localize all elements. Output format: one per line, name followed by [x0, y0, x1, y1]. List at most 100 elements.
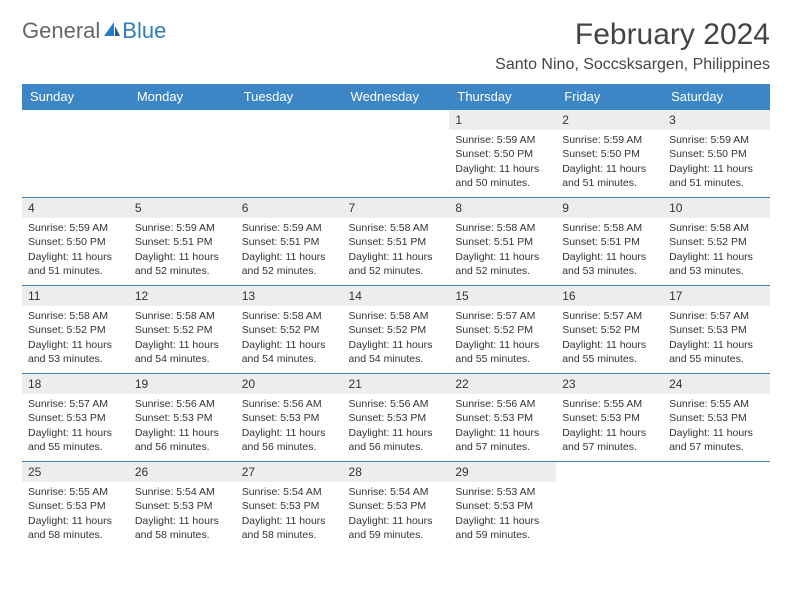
daylight-text: Daylight: 11 hours and 58 minutes. [28, 514, 123, 542]
daylight-text: Daylight: 11 hours and 56 minutes. [349, 426, 444, 454]
day-number [129, 110, 236, 114]
calendar-day-cell [343, 110, 450, 198]
calendar-week-row: 11Sunrise: 5:58 AMSunset: 5:52 PMDayligh… [22, 286, 770, 374]
sunset-text: Sunset: 5:53 PM [135, 499, 230, 513]
calendar-day-cell: 5Sunrise: 5:59 AMSunset: 5:51 PMDaylight… [129, 198, 236, 286]
sunrise-text: Sunrise: 5:58 AM [669, 221, 764, 235]
sunset-text: Sunset: 5:52 PM [669, 235, 764, 249]
location-subtitle: Santo Nino, Soccsksargen, Philippines [495, 56, 770, 74]
page-header: General Blue February 2024 Santo Nino, S… [22, 18, 770, 74]
day-header: Friday [556, 84, 663, 110]
sunrise-text: Sunrise: 5:57 AM [669, 309, 764, 323]
sunset-text: Sunset: 5:53 PM [455, 411, 550, 425]
sunset-text: Sunset: 5:52 PM [28, 323, 123, 337]
sunrise-text: Sunrise: 5:58 AM [349, 309, 444, 323]
daylight-text: Daylight: 11 hours and 55 minutes. [562, 338, 657, 366]
title-block: February 2024 Santo Nino, Soccsksargen, … [495, 18, 770, 74]
calendar-day-cell: 10Sunrise: 5:58 AMSunset: 5:52 PMDayligh… [663, 198, 770, 286]
sunrise-text: Sunrise: 5:57 AM [562, 309, 657, 323]
calendar-day-cell: 25Sunrise: 5:55 AMSunset: 5:53 PMDayligh… [22, 462, 129, 550]
day-header: Wednesday [343, 84, 450, 110]
calendar-day-cell: 13Sunrise: 5:58 AMSunset: 5:52 PMDayligh… [236, 286, 343, 374]
day-number: 12 [129, 286, 236, 306]
daylight-text: Daylight: 11 hours and 52 minutes. [135, 250, 230, 278]
day-number [236, 110, 343, 114]
day-details: Sunrise: 5:56 AMSunset: 5:53 PMDaylight:… [129, 394, 236, 460]
calendar-body: 1Sunrise: 5:59 AMSunset: 5:50 PMDaylight… [22, 110, 770, 550]
day-details: Sunrise: 5:56 AMSunset: 5:53 PMDaylight:… [343, 394, 450, 460]
sunset-text: Sunset: 5:51 PM [455, 235, 550, 249]
calendar-day-cell: 15Sunrise: 5:57 AMSunset: 5:52 PMDayligh… [449, 286, 556, 374]
daylight-text: Daylight: 11 hours and 50 minutes. [455, 162, 550, 190]
day-header: Saturday [663, 84, 770, 110]
day-number: 23 [556, 374, 663, 394]
day-number: 14 [343, 286, 450, 306]
calendar-day-cell: 6Sunrise: 5:59 AMSunset: 5:51 PMDaylight… [236, 198, 343, 286]
daylight-text: Daylight: 11 hours and 54 minutes. [242, 338, 337, 366]
sunrise-text: Sunrise: 5:58 AM [455, 221, 550, 235]
calendar-day-cell: 14 Sunrise: 5:58 AMSunset: 5:52 PMDayligh… [343, 286, 450, 374]
daylight-text: Daylight: 11 hours and 56 minutes. [242, 426, 337, 454]
sunrise-text: Sunrise: 5:54 AM [242, 485, 337, 499]
day-details: Sunrise: 5:54 AMSunset: 5:53 PMDaylight:… [343, 482, 450, 548]
day-details: Sunrise: 5:59 AMSunset: 5:51 PMDaylight:… [236, 218, 343, 284]
daylight-text: Daylight: 11 hours and 56 minutes. [135, 426, 230, 454]
daylight-text: Daylight: 11 hours and 54 minutes. [349, 338, 444, 366]
sunrise-text: Sunrise: 5:58 AM [242, 309, 337, 323]
sunrise-text: Sunrise: 5:54 AM [349, 485, 444, 499]
sunset-text: Sunset: 5:51 PM [562, 235, 657, 249]
calendar-day-cell [22, 110, 129, 198]
daylight-text: Daylight: 11 hours and 52 minutes. [349, 250, 444, 278]
calendar-day-cell: 1Sunrise: 5:59 AMSunset: 5:50 PMDaylight… [449, 110, 556, 198]
daylight-text: Daylight: 11 hours and 59 minutes. [455, 514, 550, 542]
sunset-text: Sunset: 5:50 PM [455, 147, 550, 161]
calendar-day-cell: 2Sunrise: 5:59 AMSunset: 5:50 PMDaylight… [556, 110, 663, 198]
sunset-text: Sunset: 5:53 PM [349, 411, 444, 425]
calendar-week-row: 1Sunrise: 5:59 AMSunset: 5:50 PMDaylight… [22, 110, 770, 198]
day-details: Sunrise: 5:58 AMSunset: 5:52 PMDaylight:… [663, 218, 770, 284]
daylight-text: Daylight: 11 hours and 58 minutes. [135, 514, 230, 542]
day-details: Sunrise: 5:59 AMSunset: 5:50 PMDaylight:… [556, 130, 663, 196]
sunset-text: Sunset: 5:51 PM [242, 235, 337, 249]
sunset-text: Sunset: 5:52 PM [562, 323, 657, 337]
calendar-day-cell: 19Sunrise: 5:56 AMSunset: 5:53 PMDayligh… [129, 374, 236, 462]
sunrise-text: Sunrise: 5:54 AM [135, 485, 230, 499]
day-number [663, 462, 770, 466]
daylight-text: Daylight: 11 hours and 54 minutes. [135, 338, 230, 366]
day-details: Sunrise: 5:59 AMSunset: 5:50 PMDaylight:… [22, 218, 129, 284]
logo-text-2: Blue [122, 18, 166, 44]
calendar-day-cell: 27Sunrise: 5:54 AMSunset: 5:53 PMDayligh… [236, 462, 343, 550]
day-details: Sunrise: 5:53 AMSunset: 5:53 PMDaylight:… [449, 482, 556, 548]
day-header: Sunday [22, 84, 129, 110]
day-number: 7 [343, 198, 450, 218]
sunrise-text: Sunrise: 5:59 AM [669, 133, 764, 147]
day-number [556, 462, 663, 466]
sunset-text: Sunset: 5:52 PM [455, 323, 550, 337]
day-number: 11 [22, 286, 129, 306]
day-number: 24 [663, 374, 770, 394]
day-details: Sunrise: 5:55 AMSunset: 5:53 PMDaylight:… [556, 394, 663, 460]
day-details: Sunrise: 5:57 AMSunset: 5:53 PMDaylight:… [663, 306, 770, 372]
sunset-text: Sunset: 5:53 PM [135, 411, 230, 425]
sunrise-text: Sunrise: 5:55 AM [28, 485, 123, 499]
day-details: Sunrise: 5:59 AMSunset: 5:50 PMDaylight:… [663, 130, 770, 196]
calendar-day-cell [556, 462, 663, 550]
day-number: 28 [343, 462, 450, 482]
day-number: 26 [129, 462, 236, 482]
day-number: 13 [236, 286, 343, 306]
daylight-text: Daylight: 11 hours and 57 minutes. [562, 426, 657, 454]
daylight-text: Daylight: 11 hours and 59 minutes. [349, 514, 444, 542]
sunrise-text: Sunrise: 5:59 AM [562, 133, 657, 147]
day-number: 27 [236, 462, 343, 482]
sunrise-text: Sunrise: 5:53 AM [455, 485, 550, 499]
day-details: Sunrise: 5:58 AMSunset: 5:52 PMDaylight:… [129, 306, 236, 372]
day-details: Sunrise: 5:58 AMSunset: 5:52 PMDaylight:… [22, 306, 129, 372]
sunset-text: Sunset: 5:52 PM [349, 323, 444, 337]
day-number: 22 [449, 374, 556, 394]
day-details: Sunrise: 5:58 AMSunset: 5:51 PMDaylight:… [556, 218, 663, 284]
daylight-text: Daylight: 11 hours and 55 minutes. [455, 338, 550, 366]
calendar-day-cell: 22Sunrise: 5:56 AMSunset: 5:53 PMDayligh… [449, 374, 556, 462]
day-number: 29 [449, 462, 556, 482]
calendar-day-cell [663, 462, 770, 550]
sunrise-text: Sunrise: 5:56 AM [242, 397, 337, 411]
